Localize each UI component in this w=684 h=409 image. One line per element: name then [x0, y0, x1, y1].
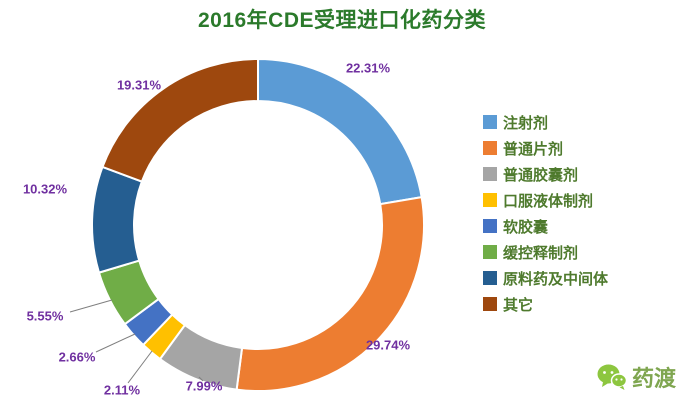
legend-label: 软胶囊 [503, 218, 549, 236]
percent-label: 22.31% [346, 60, 391, 75]
percent-label: 5.55% [27, 308, 64, 323]
legend-item: 软胶囊 [483, 216, 608, 236]
legend-item: 普通片剂 [483, 138, 608, 158]
legend-label: 其它 [503, 296, 534, 314]
legend-item: 注射剂 [483, 112, 608, 132]
wechat-icon [597, 363, 627, 391]
label-leader-line [127, 350, 153, 384]
donut-slice-2 [235, 195, 425, 392]
label-leader-line [69, 299, 113, 313]
legend-label: 普通胶囊剂 [503, 166, 579, 184]
percent-label: 7.99% [186, 378, 223, 393]
legend-swatch [483, 271, 497, 285]
percent-label: 19.31% [117, 77, 162, 92]
legend-item: 原料药及中间体 [483, 268, 608, 288]
donut-slice-8 [101, 57, 259, 183]
donut-slice-7 [91, 165, 144, 274]
chart-title: 2016年CDE受理进口化药分类 [197, 9, 487, 32]
legend-label: 口服液体制剂 [503, 192, 594, 210]
legend-swatch [483, 245, 497, 259]
legend-item: 其它 [483, 294, 608, 314]
legend-swatch [483, 219, 497, 233]
legend-swatch [483, 141, 497, 155]
legend-swatch [483, 297, 497, 311]
legend-label: 缓控释制剂 [503, 244, 579, 262]
legend-label: 注射剂 [503, 114, 549, 132]
legend-item: 缓控释制剂 [483, 242, 608, 262]
label-leader-line [95, 333, 136, 353]
legend-swatch [483, 167, 497, 181]
label-leader-line [198, 376, 204, 382]
brand-text: 药渡 [631, 366, 676, 391]
percent-label: 2.11% [104, 382, 141, 397]
chart-legend: 注射剂普通片剂普通胶囊剂口服液体制剂 软胶囊缓控释制剂原料药及中间体 其它 [483, 112, 608, 314]
legend-item: 口服液体制剂 [483, 190, 608, 210]
legend-swatch [483, 193, 497, 207]
legend-label: 原料药及中间体 [503, 270, 609, 288]
donut-slice-1 [257, 57, 423, 206]
legend-swatch [483, 115, 497, 129]
legend-label: 普通片剂 [503, 140, 564, 158]
brand-logo: 药渡 [597, 361, 676, 393]
legend-item: 普通胶囊剂 [483, 164, 608, 184]
percent-label: 10.32% [23, 181, 68, 196]
percent-label: 29.74% [366, 337, 411, 352]
percent-label: 2.66% [59, 349, 96, 364]
